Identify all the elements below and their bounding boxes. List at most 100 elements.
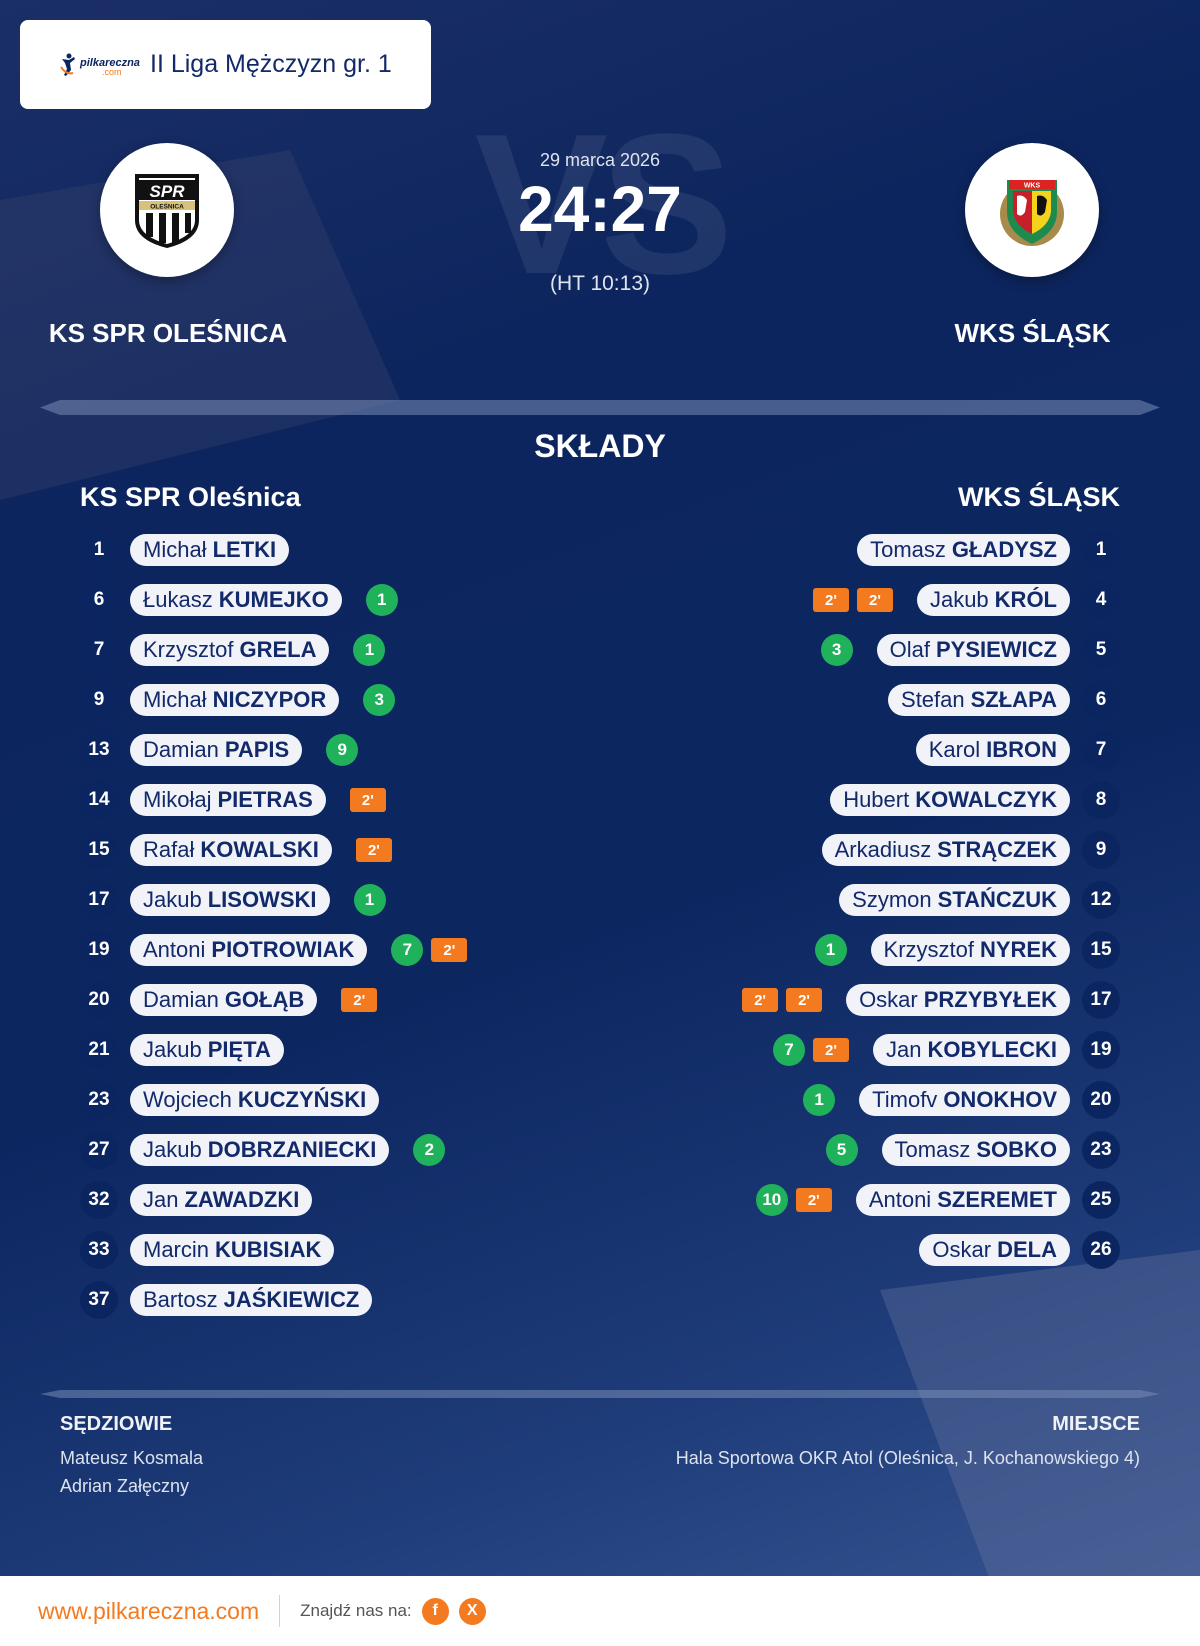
player-name[interactable]: Hubert KOWALCZYK [830,784,1070,816]
x-icon[interactable]: X [458,1597,486,1625]
player-name[interactable]: Michał NICZYPOR [130,684,340,716]
player-row: 37 Bartosz JAŚKIEWICZ [80,1275,467,1325]
find-us-label: Znajdź nas na: [300,1601,412,1620]
player-last-name: PAPIS [224,737,290,762]
shirt-number: 37 [80,1281,118,1319]
player-name[interactable]: Jan KOBYLECKI [872,1034,1070,1066]
match-date: 29 marca 2026 [539,150,661,170]
venue-text: Hala Sportowa OKR Atol (Oleśnica, J. Koc… [675,1448,1140,1468]
player-name[interactable]: Szymon STAŃCZUK [839,884,1070,916]
website-link[interactable]: www.pilkareczna.com [38,1597,260,1624]
player-name[interactable]: Jakub KRÓL [916,584,1070,616]
shirt-number: 7 [80,631,118,669]
player-first-name: Oskar [932,1237,992,1262]
player-name[interactable]: Krzysztof NYREK [870,934,1070,966]
league-card: pilkareczna .com II Liga Mężczyzn gr. 1 [20,20,431,109]
player-last-name: KUBISIAK [215,1237,322,1262]
shirt-number: 19 [80,931,118,969]
player-stats: 1 [353,884,386,916]
shirt-number: 33 [80,1231,118,1269]
player-first-name: Szymon [852,887,932,912]
player-last-name: ZAWADZKI [184,1187,300,1212]
shirt-number: 17 [1082,981,1120,1019]
player-stats: 2' 2' [742,988,823,1012]
player-name[interactable]: Wojciech KUCZYŃSKI [130,1084,380,1116]
player-name[interactable]: Stefan SZŁAPA [888,684,1070,716]
player-name[interactable]: Jakub LISOWSKI [130,884,330,916]
player-name[interactable]: Jakub PIĘTA [130,1034,284,1066]
player-name[interactable]: Arkadiusz STRĄCZEK [821,834,1070,866]
player-row: 1 Timofv ONOKHOV 20 [742,1075,1120,1125]
goals-badge: 1 [803,1084,836,1116]
two-minute-penalty-badge: 2' [812,1038,849,1062]
player-name[interactable]: Antoni PIOTROWIAK [130,934,368,966]
player-name[interactable]: Jakub DOBRZANIECKI [130,1134,390,1166]
player-row: 17 Jakub LISOWSKI 1 [80,875,467,925]
player-first-name: Wojciech [143,1087,232,1112]
home-roster: 1 Michał LETKI 6 Łukasz KUMEJKO 1 7 Krzysztof GRE… [80,525,468,1325]
shirt-number: 25 [1082,1181,1120,1219]
section-divider [40,400,1160,415]
player-first-name: Jan [885,1037,922,1062]
player-last-name: KUCZYŃSKI [237,1087,367,1112]
player-name[interactable]: Marcin KUBISIAK [130,1234,335,1266]
player-name[interactable]: Jan ZAWADZKI [130,1184,313,1216]
player-name[interactable]: Oskar PRZYBYŁEK [846,984,1070,1016]
player-last-name: NYREK [979,937,1057,962]
svg-text:WKS: WKS [1024,183,1041,190]
shirt-number: 14 [80,781,118,819]
player-first-name: Krzysztof [143,637,234,662]
player-name[interactable]: Michał LETKI [130,534,290,566]
player-stats: 7 2' [772,1034,849,1066]
player-name[interactable]: Bartosz JAŚKIEWICZ [130,1284,373,1316]
player-row: 2' 2' Jakub KRÓL 4 [742,575,1120,625]
brand-name: pilkareczna [80,56,140,69]
player-name[interactable]: Karol IBRON [915,734,1070,766]
player-name[interactable]: Łukasz KUMEJKO [130,584,342,616]
shirt-number: 15 [1082,931,1120,969]
player-name[interactable]: Mikołaj PIETRAS [130,784,326,816]
slask-wroclaw-crest-icon: WKS [1000,180,1064,246]
player-first-name: Bartosz [143,1287,218,1312]
shirt-number: 27 [80,1131,118,1169]
player-name[interactable]: Damian PAPIS [130,734,303,766]
goals-badge: 1 [814,934,847,966]
player-stats: 2' [349,788,386,812]
player-row: 9 Michał NICZYPOR 3 [80,675,467,725]
vs-watermark: VS [474,93,734,316]
player-first-name: Oskar [859,987,918,1012]
player-name[interactable]: Timofv ONOKHOV [859,1084,1070,1116]
spr-olesnica-crest-icon: SPR OLEŚNICA [135,174,199,248]
player-name[interactable]: Damian GOŁĄB [130,984,318,1016]
shirt-number: 17 [80,881,118,919]
player-row: 14 Mikołaj PIETRAS 2' [80,775,467,825]
player-first-name: Krzysztof [883,937,974,962]
goals-badge: 1 [353,884,386,916]
player-name[interactable]: Krzysztof GRELA [130,634,330,666]
shirt-number: 5 [1082,631,1120,669]
player-name[interactable]: Tomasz GŁADYSZ [857,534,1070,566]
shirt-number: 9 [1082,831,1120,869]
player-row: Arkadiusz STRĄCZEK 9 [742,825,1120,875]
shirt-number: 1 [1082,531,1120,569]
player-last-name: ONOKHOV [943,1087,1057,1112]
player-name[interactable]: Rafał KOWALSKI [130,834,332,866]
player-first-name: Damian [143,987,219,1012]
player-last-name: KRÓL [994,587,1057,612]
footer-separator [279,1595,281,1627]
player-name[interactable]: Antoni SZEREMET [855,1184,1070,1216]
player-name[interactable]: Tomasz SOBKO [881,1134,1070,1166]
goals-badge: 3 [820,634,853,666]
facebook-icon[interactable]: f [421,1597,449,1625]
shirt-number: 20 [1082,1081,1120,1119]
shirt-number: 26 [1082,1231,1120,1269]
player-stats: 1 [803,1084,836,1116]
player-last-name: GOŁĄB [224,987,305,1012]
away-roster: Tomasz GŁADYSZ 1 2' 2' Jakub KRÓL 4 3 Olaf PYSIEWI… [742,525,1120,1275]
player-name[interactable]: Oskar DELA [919,1234,1070,1266]
player-name[interactable]: Olaf PYSIEWICZ [876,634,1070,666]
player-first-name: Hubert [843,787,910,812]
player-row: Hubert KOWALCZYK 8 [742,775,1120,825]
player-last-name: DOBRZANIECKI [207,1137,377,1162]
player-row: 19 Antoni PIOTROWIAK 7 2' [80,925,468,975]
